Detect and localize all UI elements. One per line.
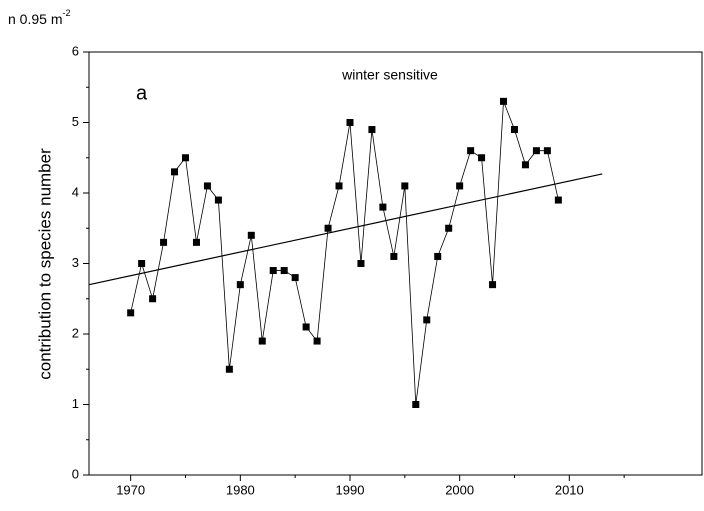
data-point: [138, 260, 146, 267]
series-line: [130, 101, 559, 405]
data-point: [203, 182, 211, 190]
data-point: [401, 182, 409, 190]
data-point: [225, 365, 233, 373]
x-tick-label: 1970: [116, 482, 145, 497]
unit-label: n 0.95 m-2: [8, 8, 71, 26]
panel-label: a: [136, 82, 148, 104]
data-point: [214, 196, 222, 204]
data-point: [149, 295, 157, 303]
data-point: [390, 252, 398, 260]
y-axis-label: contribution to species number: [35, 148, 54, 380]
data-point: [280, 267, 288, 275]
data-point: [258, 337, 266, 345]
x-tick-label: 1990: [336, 482, 365, 497]
unit-label-sup: -2: [62, 8, 70, 18]
data-point: [489, 281, 497, 289]
data-point: [521, 161, 529, 169]
y-tick-label: 2: [72, 325, 79, 340]
chart-title: winter sensitive: [341, 67, 438, 83]
data-point: [324, 224, 332, 232]
data-point: [467, 147, 475, 155]
trend-line: [88, 173, 603, 286]
data-point: [478, 154, 486, 162]
y-tick-label: 4: [72, 184, 79, 199]
y-tick-label: 0: [72, 466, 79, 481]
data-point: [192, 238, 200, 246]
x-tick-label: 2010: [555, 482, 584, 497]
data-point: [423, 316, 431, 324]
data-point: [346, 119, 354, 126]
x-tick-label: 1980: [226, 482, 255, 497]
data-point: [368, 126, 376, 134]
y-tick-label: 1: [72, 396, 79, 411]
data-point: [510, 126, 518, 134]
data-point: [182, 154, 190, 162]
data-point: [434, 252, 442, 260]
data-point: [335, 182, 343, 190]
data-point: [532, 147, 540, 155]
data-point: [236, 281, 244, 289]
unit-label-text: n 0.95 m: [8, 11, 62, 27]
data-point: [554, 196, 562, 204]
data-point: [160, 238, 168, 246]
x-tick-label: 2000: [445, 482, 474, 497]
data-point: [247, 231, 255, 239]
data-point: [500, 97, 508, 105]
data-point: [291, 274, 299, 282]
plot-frame: [88, 51, 703, 476]
data-point: [445, 224, 453, 232]
data-point: [412, 401, 420, 408]
data-point: [357, 260, 365, 267]
data-point: [302, 323, 310, 331]
data-point: [171, 168, 179, 176]
y-tick-label: 5: [72, 114, 79, 129]
y-tick-label: 6: [72, 43, 79, 58]
data-point: [127, 309, 135, 317]
data-point: [313, 337, 321, 345]
data-point: [269, 267, 277, 275]
data-point: [543, 147, 551, 155]
data-point: [379, 203, 387, 211]
y-tick-label: 3: [72, 255, 79, 270]
data-point: [456, 182, 464, 190]
